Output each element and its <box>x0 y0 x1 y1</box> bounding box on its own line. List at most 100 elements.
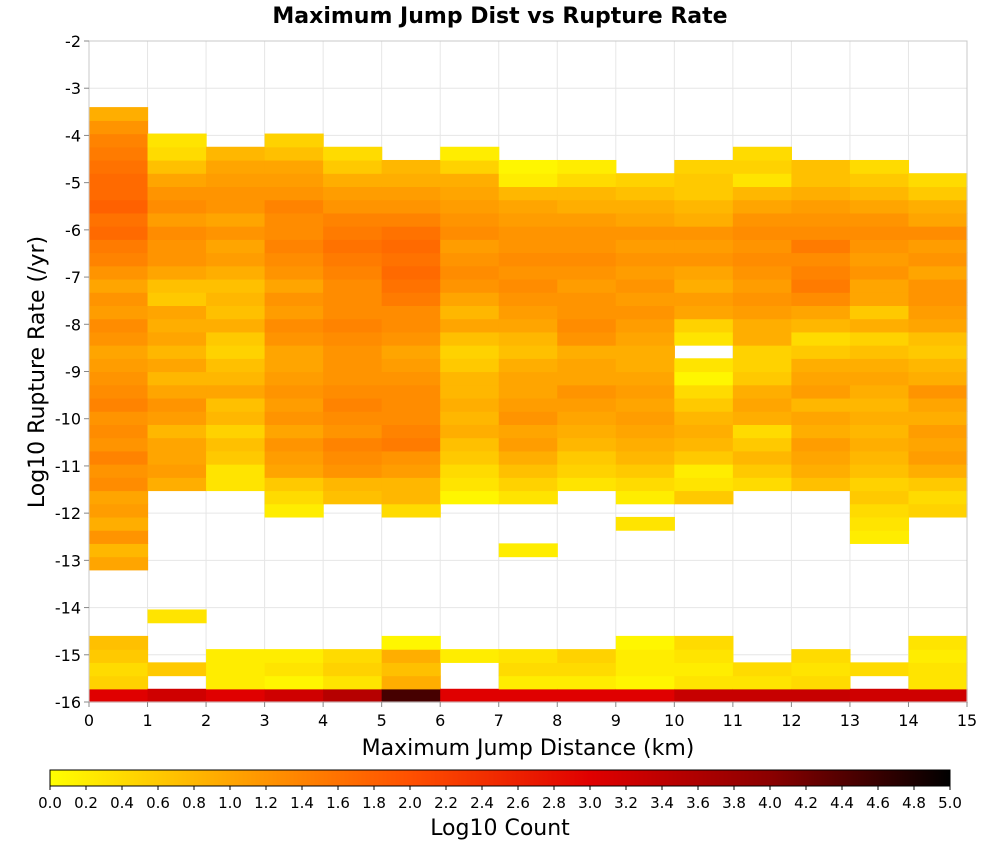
heatmap-cell <box>674 212 734 227</box>
heatmap-cell <box>89 556 149 571</box>
heatmap-cell <box>440 649 500 663</box>
heatmap-cell <box>732 675 792 690</box>
y-tick-label: -5 <box>65 174 81 193</box>
heatmap-cell <box>323 318 383 333</box>
heatmap-cell <box>264 358 324 373</box>
heatmap-cell <box>89 345 149 359</box>
heatmap-cell <box>381 371 441 386</box>
heatmap-cell <box>264 437 324 452</box>
heatmap-cell <box>206 278 266 293</box>
heatmap-cell <box>264 477 324 492</box>
heatmap-cell <box>615 305 675 320</box>
heatmap-cell <box>89 516 149 531</box>
heatmap-cell <box>381 305 441 320</box>
heatmap-cell <box>498 265 558 280</box>
heatmap-cell <box>89 477 149 492</box>
colorbar-tick-label: 3.8 <box>722 794 746 812</box>
heatmap-cell <box>323 199 383 214</box>
heatmap-cell <box>908 450 968 465</box>
heatmap-cell <box>615 649 675 663</box>
heatmap-cell <box>791 477 851 492</box>
heatmap-cell <box>908 345 968 359</box>
heatmap-cell <box>264 397 324 412</box>
heatmap-cell <box>732 688 792 703</box>
heatmap-cell <box>674 424 734 439</box>
heatmap-cell <box>615 212 675 227</box>
heatmap-cell <box>498 159 558 174</box>
colorbar-tick-label: 0.0 <box>38 794 62 812</box>
heatmap-cell <box>264 305 324 320</box>
heatmap-cell <box>908 411 968 425</box>
heatmap-cell <box>674 437 734 452</box>
heatmap-cell <box>498 543 558 558</box>
heatmap-cell <box>264 503 324 518</box>
heatmap-cell <box>849 503 910 518</box>
heatmap-cell <box>849 331 910 346</box>
heatmap-cell <box>89 450 149 465</box>
heatmap-cell <box>89 490 149 505</box>
heatmap-cell <box>849 516 910 531</box>
heatmap-cell <box>791 318 851 333</box>
heatmap-cell <box>674 186 734 201</box>
heatmap-cell <box>557 331 617 346</box>
heatmap-cell <box>89 252 149 267</box>
heatmap-cell <box>381 384 441 399</box>
x-tick-label: 9 <box>611 711 621 730</box>
heatmap-cell <box>557 384 617 399</box>
x-tick-label: 6 <box>435 711 445 730</box>
heatmap-cell <box>381 331 441 346</box>
colorbar-tick-label: 3.2 <box>614 794 638 812</box>
heatmap-cell <box>206 688 266 703</box>
heatmap-cell <box>147 133 207 148</box>
heatmap-cell <box>89 146 149 161</box>
y-tick-label: -15 <box>55 646 81 665</box>
heatmap-cell <box>615 371 675 386</box>
heatmap-cell <box>440 345 500 359</box>
heatmap-cell <box>440 477 500 492</box>
heatmap-cell <box>732 278 792 293</box>
heatmap-cell <box>732 411 792 425</box>
colorbar-tick-label: 4.6 <box>866 794 890 812</box>
y-tick-label: -6 <box>65 221 81 240</box>
heatmap-cell <box>557 477 617 492</box>
heatmap-cell <box>732 371 792 386</box>
heatmap-cell <box>89 278 149 293</box>
heatmap-cell <box>557 159 617 174</box>
heatmap-cell <box>615 477 675 492</box>
heatmap-cell <box>440 159 500 174</box>
heatmap-cell <box>732 358 792 373</box>
heatmap-cell <box>849 450 910 465</box>
heatmap-cell <box>323 186 383 201</box>
heatmap-cell <box>791 384 851 399</box>
heatmap-cell <box>732 146 792 161</box>
heatmap-cell <box>498 411 558 425</box>
heatmap-cell <box>674 226 734 240</box>
heatmap-cell <box>323 278 383 293</box>
heatmap-cell <box>323 688 383 703</box>
heatmap-cell <box>498 199 558 214</box>
heatmap-cell <box>908 424 968 439</box>
heatmap-cell <box>908 635 968 650</box>
heatmap-cell <box>440 490 500 505</box>
heatmap-cell <box>674 635 734 650</box>
heatmap-cell <box>323 345 383 359</box>
heatmap-cell <box>732 252 792 267</box>
heatmap-cell <box>89 305 149 320</box>
heatmap-cell <box>381 278 441 293</box>
heatmap-cell <box>498 292 558 306</box>
heatmap-cell <box>557 345 617 359</box>
heatmap-cell <box>147 278 207 293</box>
heatmap-cell <box>89 503 149 518</box>
heatmap-cell <box>674 331 734 346</box>
colorbar-tick-label: 3.6 <box>686 794 710 812</box>
heatmap-cell <box>791 226 851 240</box>
heatmap-cell <box>674 199 734 214</box>
heatmap-cell <box>615 384 675 399</box>
heatmap-cell <box>381 662 441 677</box>
heatmap-cell <box>264 265 324 280</box>
heatmap-cell <box>323 450 383 465</box>
heatmap-cell <box>908 305 968 320</box>
heatmap-cell <box>440 305 500 320</box>
heatmap-cell <box>264 345 324 359</box>
heatmap-cell <box>89 226 149 240</box>
